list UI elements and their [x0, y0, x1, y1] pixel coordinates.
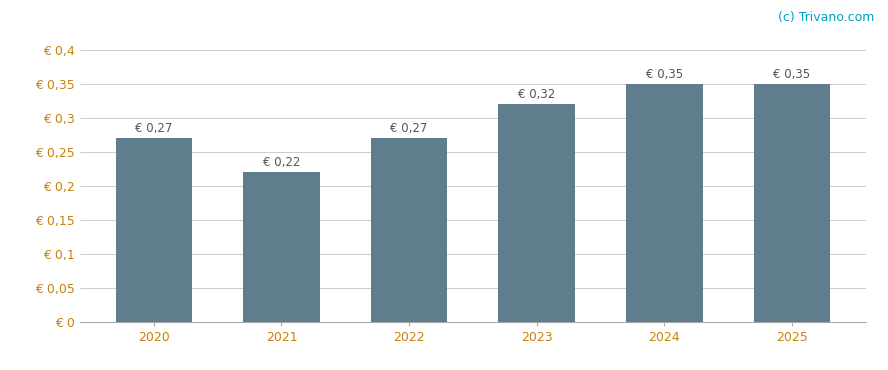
Bar [754, 84, 830, 322]
Bar [626, 84, 702, 322]
Text: € 0,35: € 0,35 [646, 68, 683, 81]
Text: (c) Trivano.com: (c) Trivano.com [778, 11, 875, 24]
Bar [115, 138, 192, 322]
Text: € 0,27: € 0,27 [135, 122, 172, 135]
Text: € 0,22: € 0,22 [263, 156, 300, 169]
Text: € 0,32: € 0,32 [518, 88, 555, 101]
Bar [371, 138, 448, 322]
Bar [498, 104, 575, 322]
Text: € 0,35: € 0,35 [773, 68, 811, 81]
Text: € 0,27: € 0,27 [391, 122, 428, 135]
Bar [243, 172, 320, 322]
